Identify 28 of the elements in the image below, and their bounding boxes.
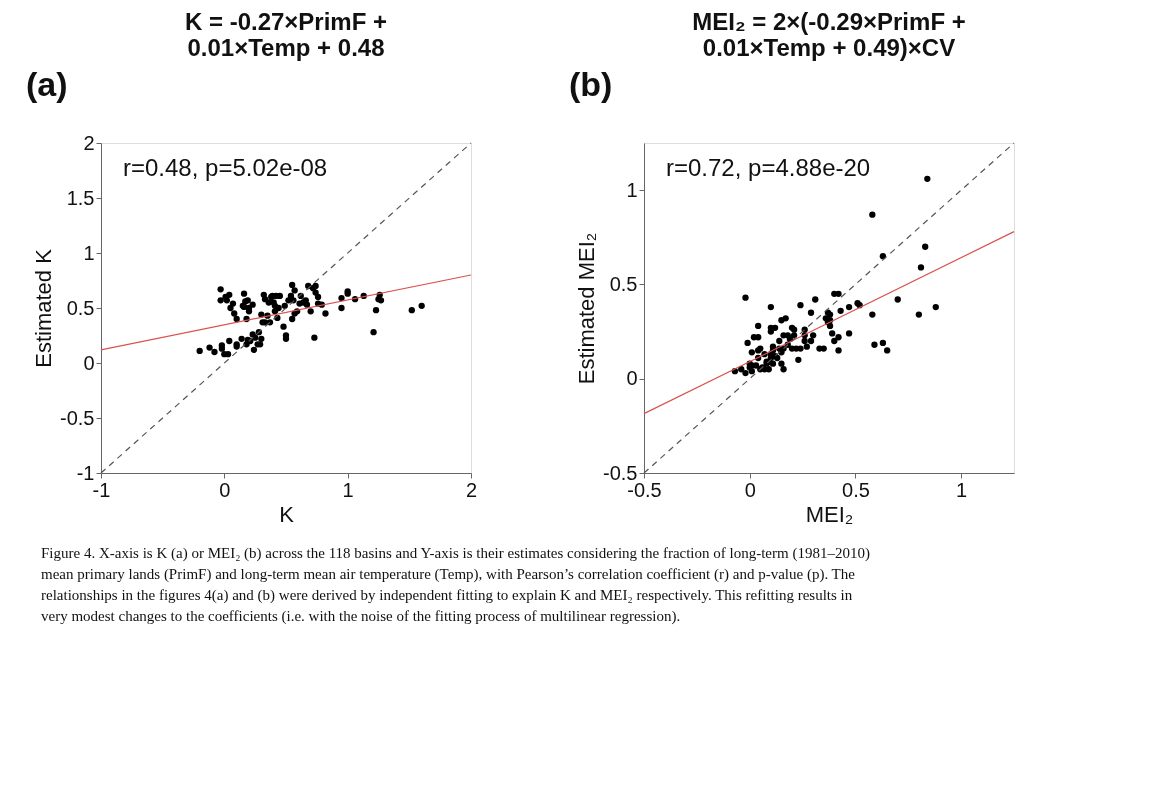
- x-axis-title: MEI₂: [805, 501, 854, 527]
- y-tick-label: -1: [76, 461, 95, 484]
- y-tick-label: 1.5: [66, 186, 95, 209]
- y-tick-label: 1: [626, 178, 638, 201]
- x-tick-label: 0: [219, 478, 231, 501]
- x-tick-label: 2: [465, 478, 478, 501]
- text: (b): [569, 65, 613, 103]
- x-tick-label: 1: [342, 478, 354, 501]
- chart-title: MEI₂ = 2×(-0.29×PrimF + 0.01×Temp + 0.49)×CV: [692, 8, 966, 61]
- y-tick-label: 1: [83, 241, 95, 264]
- caption: Figure 4. X-axis is K (a) or MEI₂ (b) across the 118 basins and Y-axis is their estimates considering the fraction of long-term (1981–2010) mean primary lands (PrimF) and long-term mean air temperature (Temp), with Pearson’s correlation coefficient (r) and p-value (p). The relationships in the figures 4(a) and (b) were derived by independent fitting to explain K and MEI₂ respectively. This refitting results in very modest changes to the coefficients (i.e. with the noise of the fitting process of multilinear regression).: [41, 545, 870, 625]
- annotation: r=0.72, p=4.88e-20: [666, 154, 871, 181]
- x-tick-label: 0.5: [842, 478, 870, 501]
- y-tick-label: 0.5: [609, 272, 638, 295]
- y-axis-title: Estimated K: [31, 248, 57, 368]
- x-axis-title: K: [279, 501, 295, 527]
- y-tick-label: 0: [83, 351, 95, 374]
- y-tick-label: 0.5: [66, 296, 95, 319]
- y-tick-label: -0.5: [603, 461, 638, 484]
- y-tick-label: 0: [626, 367, 638, 390]
- y-tick-label: 2: [83, 131, 95, 154]
- annotation: r=0.48, p=5.02e-08: [123, 154, 328, 181]
- y-axis-title: Estimated MEI₂: [574, 232, 600, 385]
- y-tick-label: -0.5: [60, 406, 95, 429]
- x-tick-label: 1: [956, 478, 968, 501]
- x-tick-label: 0: [744, 478, 756, 501]
- text: (a): [26, 65, 68, 103]
- chart-title: K = -0.27×PrimF + 0.01×Temp + 0.48: [184, 8, 388, 61]
